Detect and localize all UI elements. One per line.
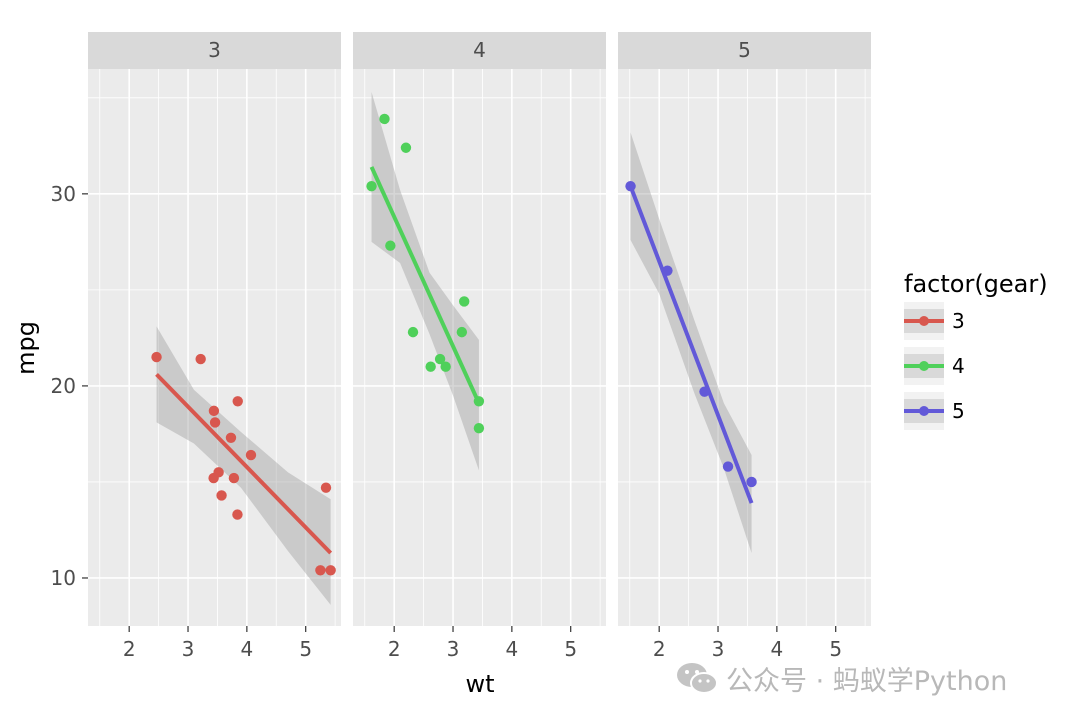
legend-key-point: [919, 361, 929, 371]
facet-strip: [88, 32, 341, 69]
legend-key-point: [919, 316, 929, 326]
legend-item-3: [904, 302, 944, 340]
data-point: [440, 361, 451, 372]
data-point: [400, 142, 412, 153]
legend-label: 3: [952, 309, 965, 333]
data-point: [151, 351, 162, 363]
data-point: [245, 449, 257, 461]
legend-item-4: [904, 347, 944, 385]
data-point: [366, 180, 377, 192]
x-tick-label: 5: [299, 637, 312, 661]
data-point: [315, 565, 326, 576]
data-point: [208, 405, 220, 417]
x-tick-label: 4: [240, 637, 253, 661]
regression-line: [369, 166, 481, 405]
data-point: [456, 326, 468, 338]
data-point: [722, 461, 734, 472]
data-point: [699, 386, 710, 397]
watermark-text: 公众号 · 蚂蚁学Python: [726, 665, 1008, 697]
facet-strip-label: 3: [208, 38, 221, 62]
data-point: [195, 353, 206, 365]
data-point: [425, 361, 436, 372]
wechat-icon: [677, 663, 718, 694]
data-point: [208, 472, 219, 484]
x-tick-label: 3: [712, 637, 725, 661]
legend-label: 4: [952, 354, 965, 378]
y-tick-label: 20: [51, 374, 76, 398]
data-point: [662, 265, 673, 276]
x-tick-label: 2: [653, 637, 666, 661]
x-axis-title: wt: [465, 670, 494, 698]
data-point: [746, 476, 757, 488]
data-point: [434, 353, 446, 365]
x-tick-label: 2: [123, 637, 136, 661]
data-point: [407, 326, 419, 338]
x-tick-label: 5: [564, 637, 577, 661]
data-point: [385, 240, 396, 251]
facet-panel-5: [618, 32, 871, 675]
x-tick-label: 2: [388, 637, 401, 661]
data-point: [473, 422, 485, 434]
data-point: [459, 296, 470, 307]
data-point: [216, 490, 227, 501]
panel-background: [88, 69, 341, 626]
legend-title: factor(gear): [904, 270, 1048, 298]
facet-panel-4: [353, 32, 606, 675]
y-tick-label: 10: [51, 566, 76, 590]
x-tick-label: 5: [829, 637, 842, 661]
y-axis-title: mpg: [12, 321, 40, 375]
facet-strip: [618, 32, 871, 69]
data-point: [209, 417, 221, 428]
data-point: [320, 482, 332, 493]
facet-strip-label: 5: [738, 38, 751, 62]
x-tick-label: 4: [505, 637, 518, 661]
panel-background: [618, 69, 871, 626]
legend-label: 5: [952, 399, 965, 423]
data-point: [232, 396, 243, 407]
data-point: [228, 472, 240, 484]
regression-line: [155, 372, 333, 555]
legend-item-5: [904, 392, 944, 430]
data-point: [625, 180, 636, 192]
x-tick-label: 3: [182, 637, 195, 661]
data-point: [325, 565, 336, 576]
regression-line: [628, 185, 754, 504]
data-point: [225, 432, 237, 443]
data-point: [379, 113, 390, 125]
panel-background: [353, 69, 606, 626]
x-tick-label: 3: [447, 637, 460, 661]
facet-strip-label: 4: [473, 38, 486, 62]
data-point: [473, 396, 485, 407]
y-tick-label: 30: [51, 182, 76, 206]
facet-strip: [353, 32, 606, 69]
watermark: 公众号 · 蚂蚁学Python: [676, 660, 1008, 697]
facet-panel-3: [88, 32, 341, 675]
data-point: [232, 509, 243, 520]
x-tick-label: 4: [770, 637, 783, 661]
legend-key-point: [919, 406, 929, 416]
